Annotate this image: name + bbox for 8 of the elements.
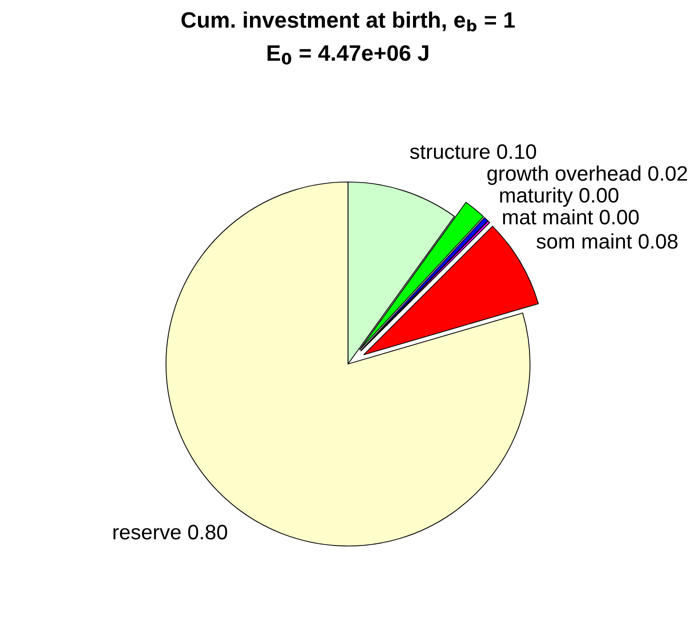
slice-label: growth overhead 0.02 <box>487 166 687 185</box>
chart-subtitle: E$_{0}$ = 4.47e+06 J <box>268 45 428 65</box>
chart-title: Cum. investment at birth, e$_{b}$ = 1 <box>181 12 515 32</box>
slice-label: som maint 0.08 <box>536 233 678 249</box>
slice-label: mat maint 0.00 <box>503 209 639 225</box>
slice-label: structure 0.10 <box>410 144 536 159</box>
slice-label: reserve 0.80 <box>114 524 228 540</box>
slice-label: maturity 0.00 <box>500 187 618 207</box>
